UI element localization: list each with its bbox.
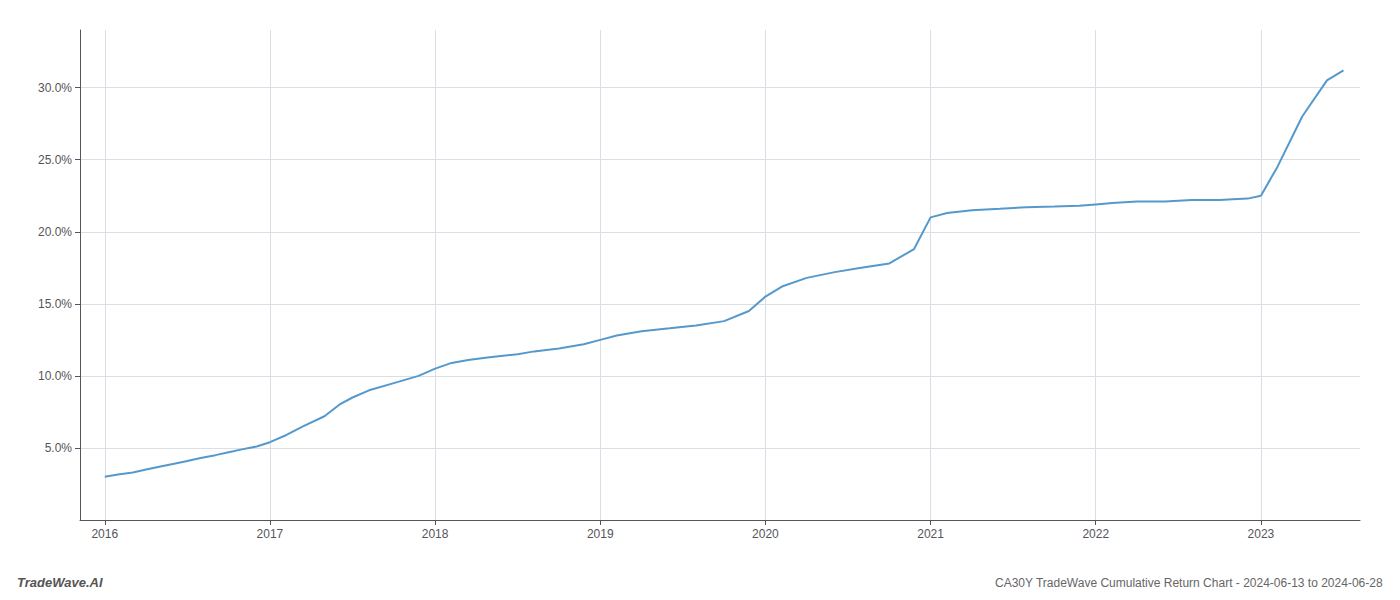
svg-text:2019: 2019 bbox=[587, 527, 614, 541]
svg-text:TradeWave.AI: TradeWave.AI bbox=[17, 575, 103, 590]
svg-text:2020: 2020 bbox=[752, 527, 779, 541]
svg-text:15.0%: 15.0% bbox=[38, 297, 72, 311]
svg-text:5.0%: 5.0% bbox=[45, 441, 73, 455]
svg-text:10.0%: 10.0% bbox=[38, 369, 72, 383]
svg-text:25.0%: 25.0% bbox=[38, 153, 72, 167]
svg-text:2021: 2021 bbox=[917, 527, 944, 541]
svg-text:2017: 2017 bbox=[257, 527, 284, 541]
svg-text:2023: 2023 bbox=[1248, 527, 1275, 541]
svg-text:2022: 2022 bbox=[1082, 527, 1109, 541]
svg-text:30.0%: 30.0% bbox=[38, 81, 72, 95]
svg-text:CA30Y TradeWave Cumulative Ret: CA30Y TradeWave Cumulative Return Chart … bbox=[995, 576, 1383, 590]
svg-text:2016: 2016 bbox=[91, 527, 118, 541]
svg-text:2018: 2018 bbox=[422, 527, 449, 541]
svg-text:20.0%: 20.0% bbox=[38, 225, 72, 239]
